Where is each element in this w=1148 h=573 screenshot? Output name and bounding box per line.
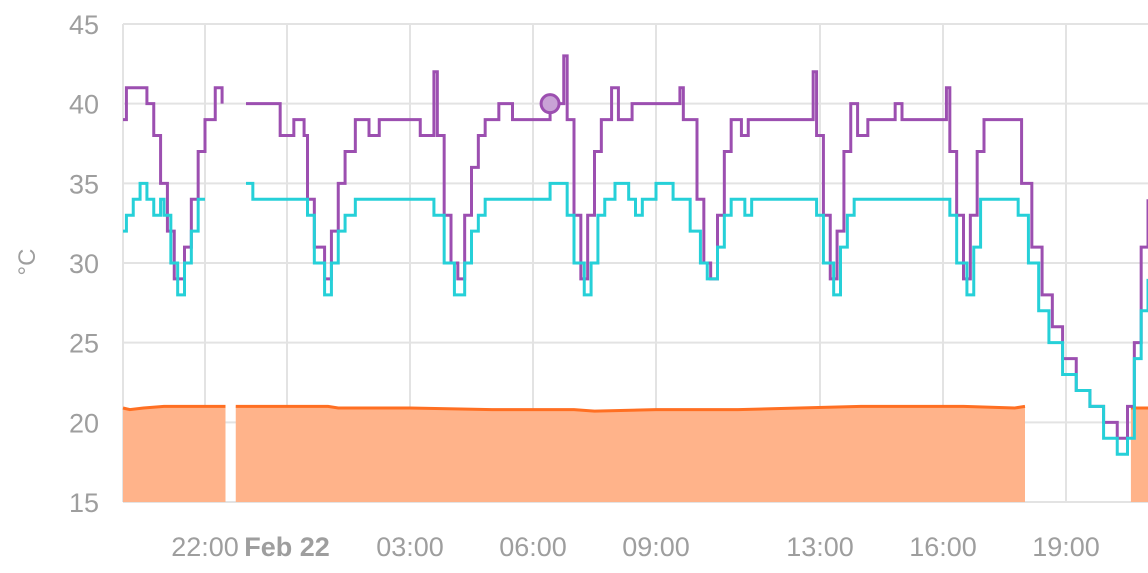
y-axis-label: °C	[14, 249, 41, 276]
y-tick-label: 15	[69, 488, 99, 518]
x-tick-label: 13:00	[786, 532, 854, 562]
area-series-layer	[122, 404, 1148, 502]
y-axis-ticks: 15 20 25 30 35 40 45	[69, 10, 99, 518]
y-tick-label: 25	[69, 329, 99, 359]
x-tick-label: 22:00	[171, 532, 239, 562]
hover-marker-layer[interactable]	[539, 93, 561, 115]
area-series-line	[235, 404, 1026, 413]
y-tick-label: 20	[69, 408, 99, 438]
x-tick-label: 06:00	[499, 532, 567, 562]
x-tick-label: 03:00	[376, 532, 444, 562]
x-tick-label: 16:00	[909, 532, 977, 562]
x-tick-label: 09:00	[622, 532, 690, 562]
x-axis-ticks: 22:00 Feb 22 03:00 06:00 09:00 13:00 16:00 19:0…	[171, 532, 1100, 562]
x-tick-label: Feb 22	[244, 532, 330, 562]
area-series-fill	[235, 406, 1025, 502]
y-tick-label: 40	[69, 90, 99, 120]
area-series-fill	[123, 406, 226, 502]
area-series-line	[122, 404, 226, 412]
y-tick-label: 45	[69, 10, 99, 40]
y-tick-label: 35	[69, 169, 99, 199]
hover-point-marker[interactable]	[539, 93, 561, 115]
line-series-layer	[123, 54, 1148, 456]
y-tick-label: 30	[69, 249, 99, 279]
x-tick-label: 19:00	[1032, 532, 1100, 562]
step-series-1	[123, 181, 1148, 456]
step-series-0	[123, 54, 1148, 440]
